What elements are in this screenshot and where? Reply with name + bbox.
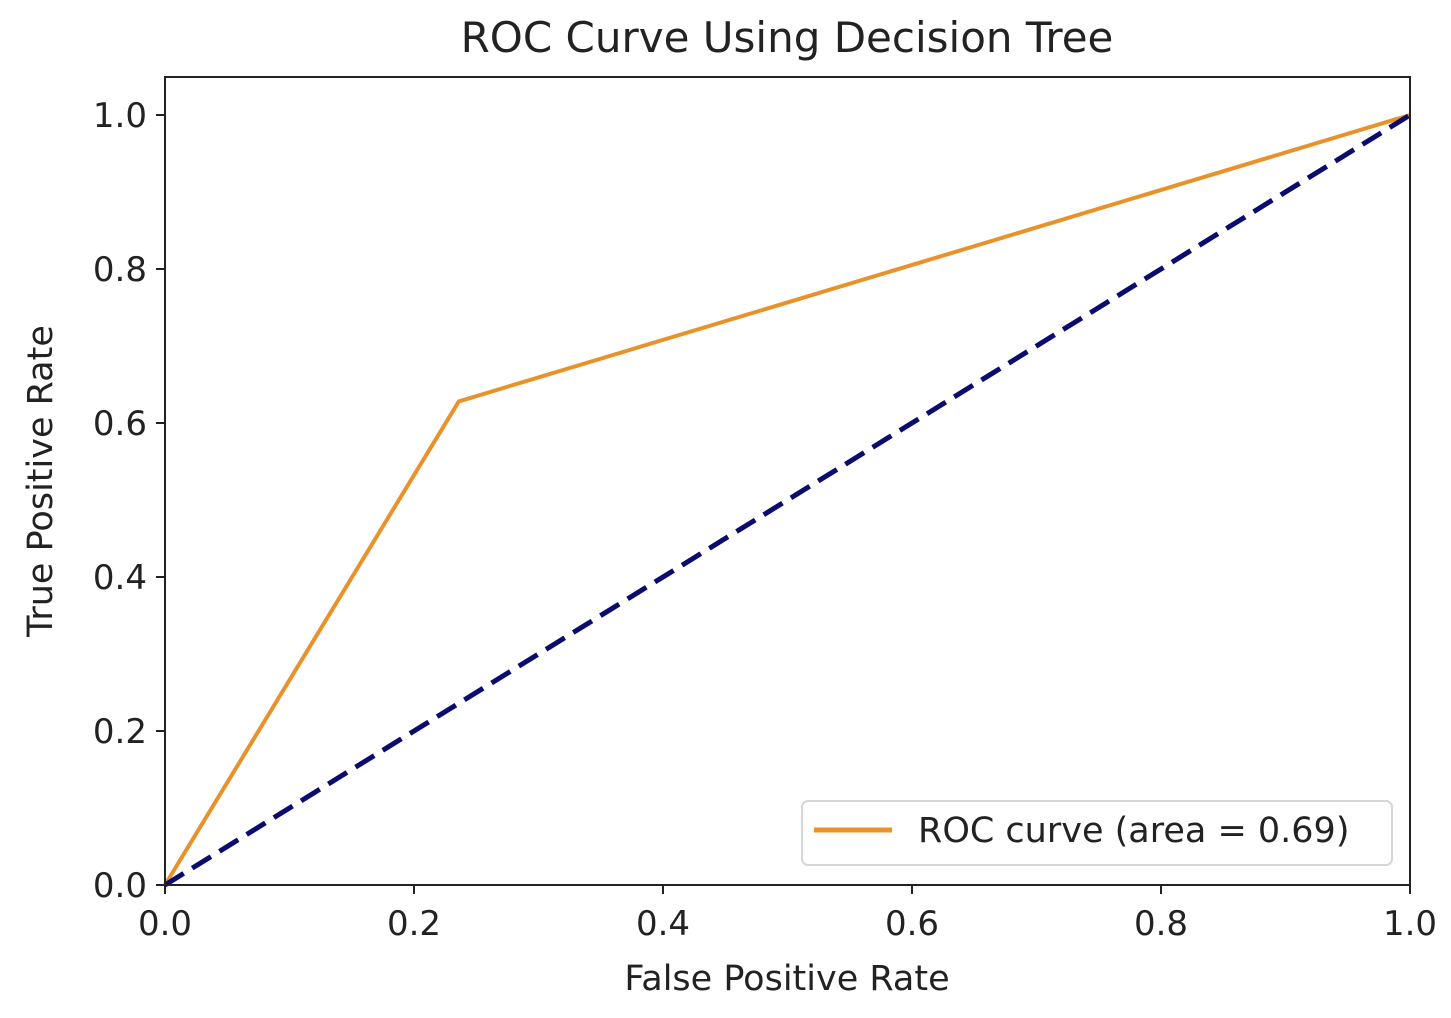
plot-frame <box>164 76 1411 886</box>
legend-label-roc-curve: ROC curve (area = 0.69) <box>918 811 1349 851</box>
x-tick-label: 0.6 <box>885 904 939 944</box>
y-tick-label: 0.2 <box>93 712 147 752</box>
x-axis-ticks: 0.0 0.2 0.4 0.6 0.8 1.0 <box>138 885 1437 944</box>
y-tick-label: 0.6 <box>93 404 147 444</box>
y-tick-label: 0.8 <box>93 250 147 290</box>
chance-diagonal-line <box>163 112 1412 888</box>
y-tick-label: 0.4 <box>93 558 147 598</box>
roc-curve-line <box>163 113 1411 887</box>
plot-area <box>163 112 1412 888</box>
legend: ROC curve (area = 0.69) <box>801 800 1393 866</box>
x-tick-label: 0.4 <box>636 904 690 944</box>
x-tick-label: 0.8 <box>1134 904 1188 944</box>
y-tick-label: 1.0 <box>93 96 147 136</box>
x-tick-label: 1.0 <box>1383 904 1437 944</box>
y-tick-label: 0.0 <box>93 866 147 906</box>
y-axis-ticks: 0.0 0.2 0.4 0.6 0.8 1.0 <box>93 96 165 906</box>
x-tick-label: 0.2 <box>387 904 441 944</box>
x-tick-label: 0.0 <box>138 904 192 944</box>
chart-title: ROC Curve Using Decision Tree <box>461 13 1114 62</box>
x-axis-label: False Positive Rate <box>624 959 949 999</box>
y-axis-label: True Positive Rate <box>21 325 61 638</box>
legend-box <box>801 800 1393 866</box>
